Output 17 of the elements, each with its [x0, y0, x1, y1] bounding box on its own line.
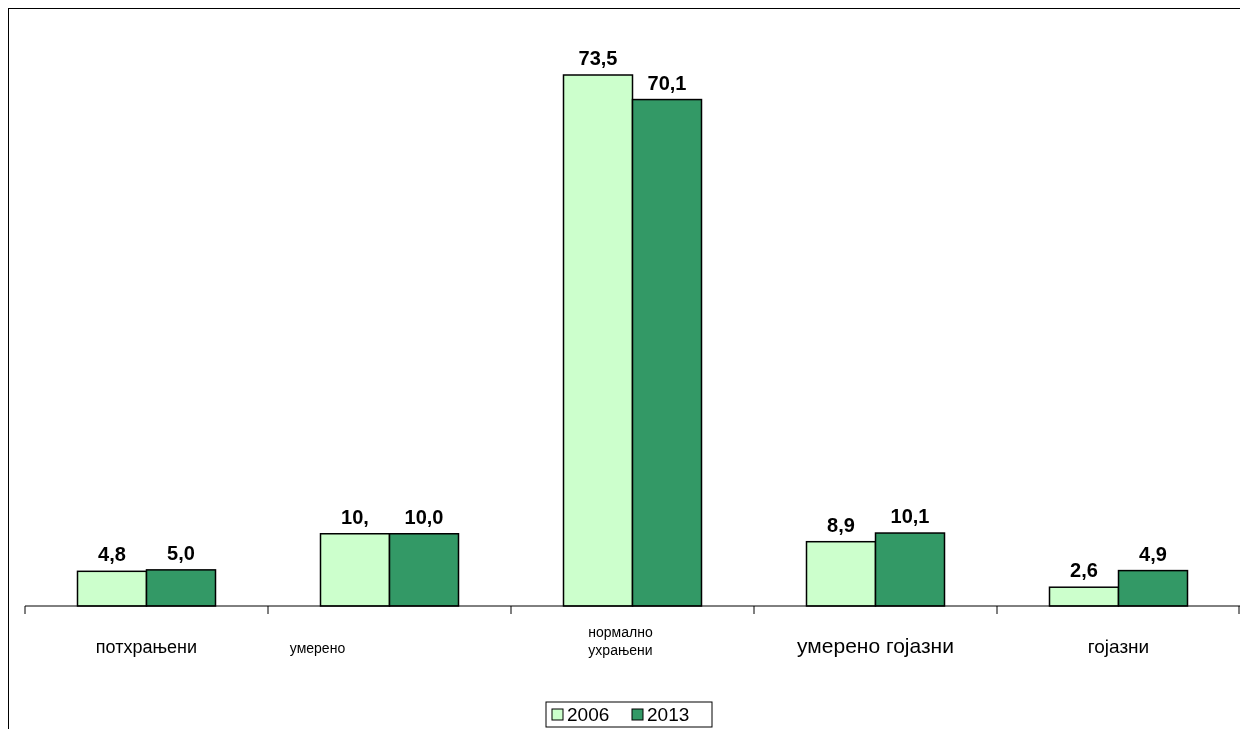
- legend-label: 2006: [567, 704, 610, 725]
- data-label: 5,0: [167, 541, 195, 564]
- data-label: 10,1: [890, 505, 930, 528]
- x-tick-label: умерено: [289, 640, 346, 656]
- data-label: 10,: [341, 505, 369, 528]
- x-tick-label: умерено гојазни: [797, 634, 954, 657]
- x-tick-label: потхрањени: [95, 637, 198, 657]
- data-label: 2,6: [1070, 559, 1098, 582]
- data-label: 73,5: [578, 47, 618, 69]
- legend-label: 2013: [647, 704, 690, 725]
- data-label: 8,9: [827, 513, 855, 536]
- data-label: 4,8: [98, 543, 126, 566]
- x-tick-label: гојазни: [1087, 636, 1150, 657]
- x-tick-label: нормално ухрањени: [588, 624, 653, 658]
- data-label: 4,9: [1139, 542, 1167, 565]
- data-label: 70,1: [647, 71, 687, 94]
- data-label: 10,0: [404, 505, 444, 528]
